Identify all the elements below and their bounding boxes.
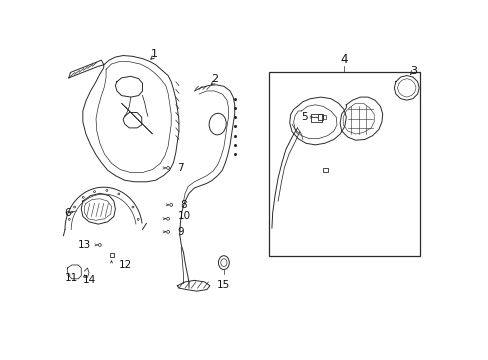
Text: 2: 2 [211, 73, 218, 84]
Text: 7: 7 [177, 163, 183, 173]
Text: 11: 11 [65, 273, 78, 283]
Text: 6: 6 [64, 208, 71, 217]
Text: 4: 4 [340, 53, 347, 66]
Bar [268, 72, 419, 256]
Bar [323, 115, 325, 120]
Bar [323, 168, 327, 172]
Text: 3: 3 [409, 66, 416, 76]
Text: 12: 12 [119, 260, 132, 270]
Text: 14: 14 [82, 275, 96, 285]
Text: 9: 9 [177, 227, 183, 237]
Text: 13: 13 [77, 240, 90, 250]
Text: 15: 15 [217, 280, 230, 291]
Text: 10: 10 [177, 211, 190, 221]
Text: 1: 1 [150, 49, 157, 59]
Bar [310, 114, 321, 122]
Text: 8: 8 [180, 200, 187, 210]
Text: 5: 5 [300, 112, 307, 122]
Bar [318, 114, 323, 120]
